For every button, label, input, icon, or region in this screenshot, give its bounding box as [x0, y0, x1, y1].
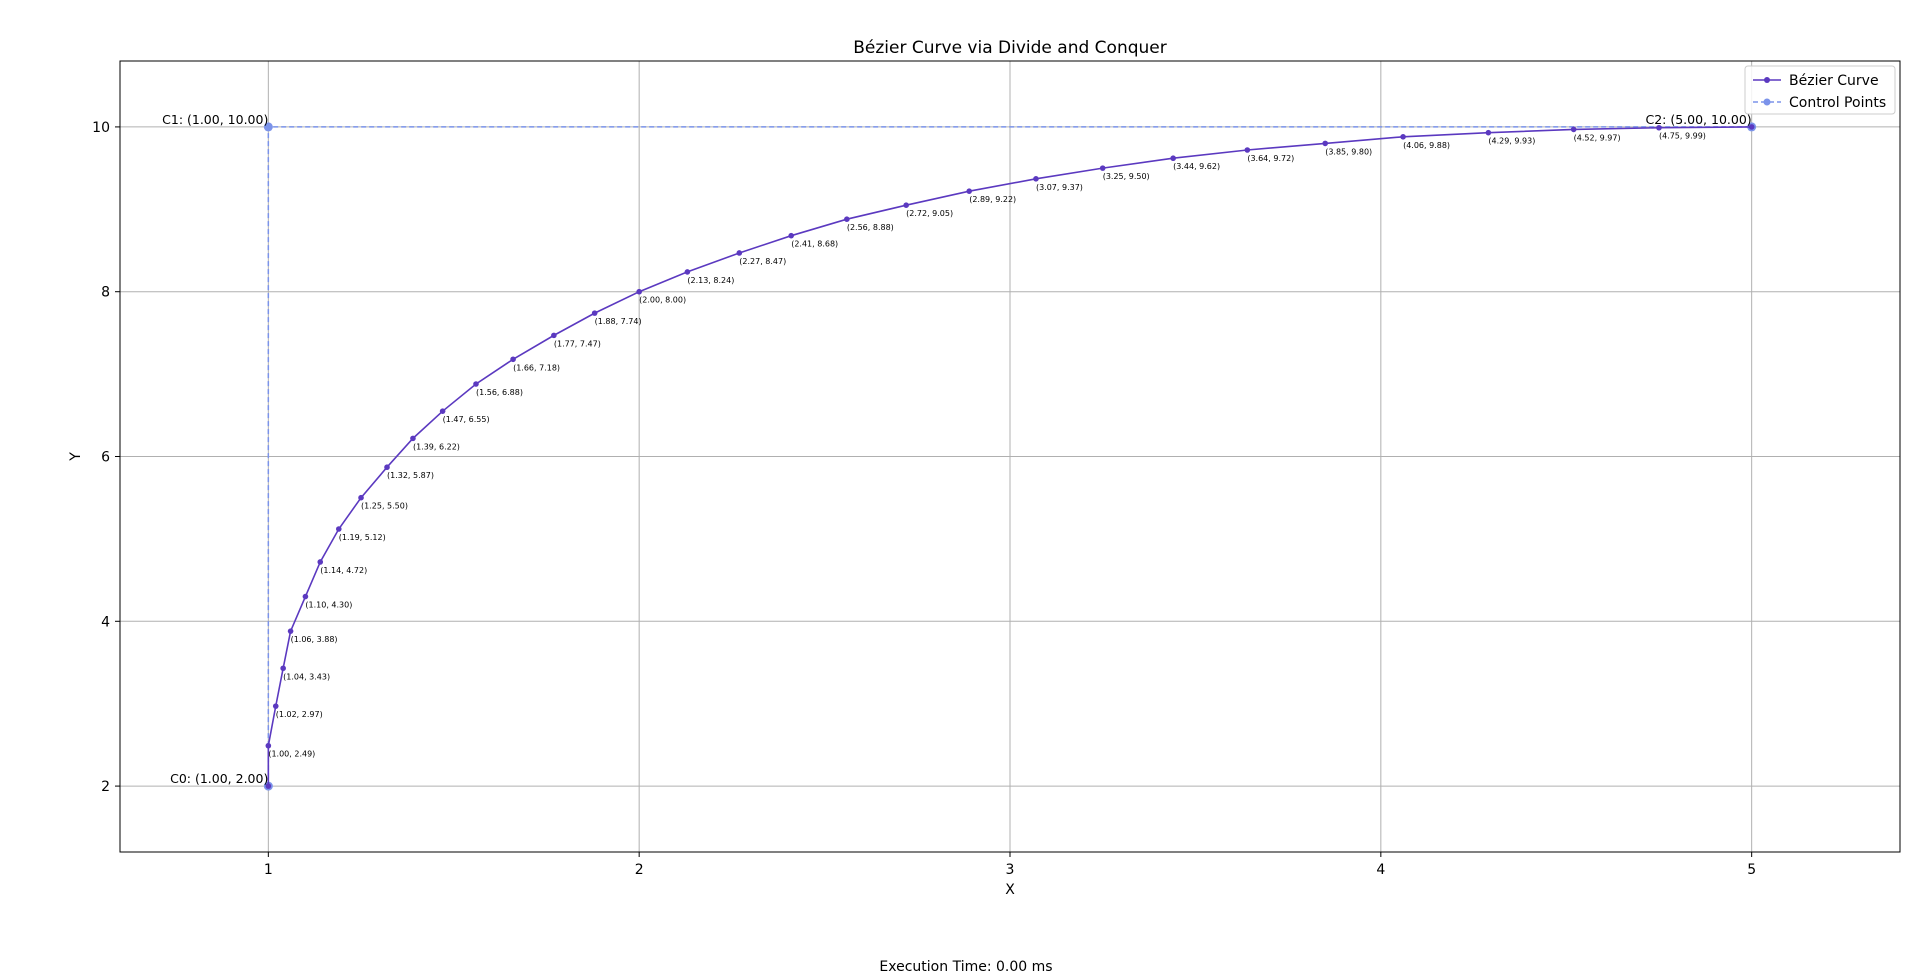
bezier-point-label: (1.14, 4.72): [320, 566, 367, 575]
bezier-point-marker: [410, 435, 416, 442]
bezier-point-marker: [966, 188, 973, 194]
control-point-label: C1: (1.00, 10.00): [162, 112, 268, 127]
bezier-point-label: (4.52, 9.97): [1574, 133, 1621, 142]
bezier-point-label: (3.07, 9.37): [1036, 183, 1083, 192]
bezier-point-marker: [317, 559, 324, 565]
bezier-point-marker: [1400, 134, 1406, 140]
bezier-point-marker: [1570, 126, 1577, 133]
control-point-label: C0: (1.00, 2.00): [170, 771, 268, 786]
y-axis-label: Y: [68, 452, 84, 462]
y-tick-label: 10: [92, 120, 110, 136]
bezier-point-label: (1.04, 3.43): [283, 672, 330, 681]
bezier-point-marker: [684, 269, 691, 275]
x-axis-label: X: [1005, 882, 1015, 898]
bezier-point-label: (2.72, 9.05): [906, 209, 953, 218]
legend-entry-control-points: Control Points: [1789, 95, 1886, 111]
y-tick-label: 4: [101, 614, 110, 630]
bezier-point-marker: [1485, 129, 1492, 136]
legend: Bézier Curve Control Points: [1744, 65, 1896, 115]
control-point-marker: [263, 122, 273, 132]
chart-title: Bézier Curve via Divide and Conquer: [853, 38, 1166, 58]
bezier-point-label: (2.41, 8.68): [791, 240, 838, 249]
x-tick-label: 5: [1747, 862, 1756, 878]
bezier-point-label: (3.25, 9.50): [1103, 172, 1150, 181]
bezier-point-label: (2.89, 9.22): [969, 195, 1016, 204]
legend-entry-bezier-curve: Bézier Curve: [1789, 73, 1879, 89]
bezier-point-label: (1.88, 7.74): [595, 317, 642, 326]
x-tick-label: 4: [1376, 862, 1385, 878]
bezier-point-label: (1.06, 3.88): [291, 635, 338, 644]
bezier-point-label: (1.10, 4.30): [305, 601, 352, 610]
bezier-point-marker: [335, 526, 342, 532]
x-tick-label: 1: [264, 862, 273, 878]
bezier-point-label: (3.64, 9.72): [1247, 154, 1294, 163]
bezier-point-label: (1.56, 6.88): [476, 388, 523, 397]
axis-ticks: 1 2 3 4 5 2 4 6 8 10: [92, 120, 1756, 878]
bezier-point-label: (1.66, 7.18): [513, 363, 560, 372]
bezier-point-marker: [1099, 165, 1106, 171]
bezier-point-label: (4.29, 9.93): [1488, 137, 1535, 146]
bezier-point-marker: [1033, 176, 1039, 182]
bezier-point-label: (2.00, 8.00): [639, 296, 686, 305]
bezier-point-marker: [358, 494, 364, 501]
bezier-point-marker: [844, 216, 850, 222]
bezier-point-marker: [1748, 124, 1755, 130]
bezier-point-marker: [1170, 155, 1176, 162]
bezier-point-marker: [280, 665, 286, 672]
legend-marker-control-points: [1763, 98, 1771, 106]
x-tick-label: 3: [1006, 862, 1015, 878]
bezier-point-label: (4.06, 9.88): [1403, 141, 1450, 150]
bezier-point-label: (1.47, 6.55): [443, 415, 490, 424]
y-tick-label: 6: [101, 450, 110, 466]
y-tick-label: 2: [101, 779, 110, 795]
bezier-point-marker: [903, 202, 909, 208]
bezier-point-label: (2.13, 8.24): [687, 276, 734, 285]
bezier-point-marker: [272, 703, 279, 709]
legend-box: [1744, 65, 1896, 115]
bezier-point-label: (2.27, 8.47): [739, 257, 786, 266]
bezier-point-marker: [1322, 140, 1329, 147]
bezier-point-marker: [636, 288, 642, 295]
bezier-point-marker: [439, 408, 446, 414]
control-point-label: C2: (5.00, 10.00): [1645, 112, 1751, 127]
bezier-point-marker: [551, 332, 557, 339]
bezier-point-label: (1.32, 5.87): [387, 471, 434, 480]
bezier-point-marker: [591, 310, 598, 316]
bezier-point-label: (1.19, 5.12): [339, 533, 386, 542]
bezier-point-label: (1.77, 7.47): [554, 339, 601, 348]
bezier-point-marker: [510, 356, 516, 363]
bezier-point-marker: [265, 783, 272, 789]
bezier-point-marker: [473, 381, 479, 387]
bezier-point-marker: [1244, 147, 1251, 153]
bezier-point-label: (1.02, 2.97): [276, 710, 323, 719]
y-tick-label: 8: [101, 285, 110, 301]
point-labels: (1.00, 2.49) (1.02, 2.97) (1.04, 3.43) (1.0…: [162, 112, 1752, 786]
bezier-point-label: (3.44, 9.62): [1173, 162, 1220, 171]
bezier-point-marker: [1656, 124, 1662, 131]
bezier-point-label: (4.75, 9.99): [1659, 132, 1706, 141]
bezier-point-label: (2.56, 8.88): [847, 223, 894, 232]
bezier-point-label: (1.39, 6.22): [413, 442, 460, 451]
bezier-point-marker: [736, 250, 743, 256]
bezier-point-marker: [265, 742, 272, 749]
bezier-point-marker: [287, 628, 294, 634]
bezier-point-marker: [788, 232, 795, 239]
legend-marker-bezier-curve: [1764, 77, 1770, 83]
bezier-point-label: (1.25, 5.50): [361, 502, 408, 511]
series-layer: [263, 122, 1757, 791]
bezier-point-marker: [302, 593, 309, 600]
bezier-point-label: (1.00, 2.49): [268, 750, 315, 759]
bezier-point-marker: [384, 464, 390, 471]
execution-time-text: Execution Time: 0.00 ms: [879, 959, 1052, 975]
bezier-point-label: (3.85, 9.80): [1325, 147, 1372, 156]
x-tick-label: 2: [635, 862, 644, 878]
